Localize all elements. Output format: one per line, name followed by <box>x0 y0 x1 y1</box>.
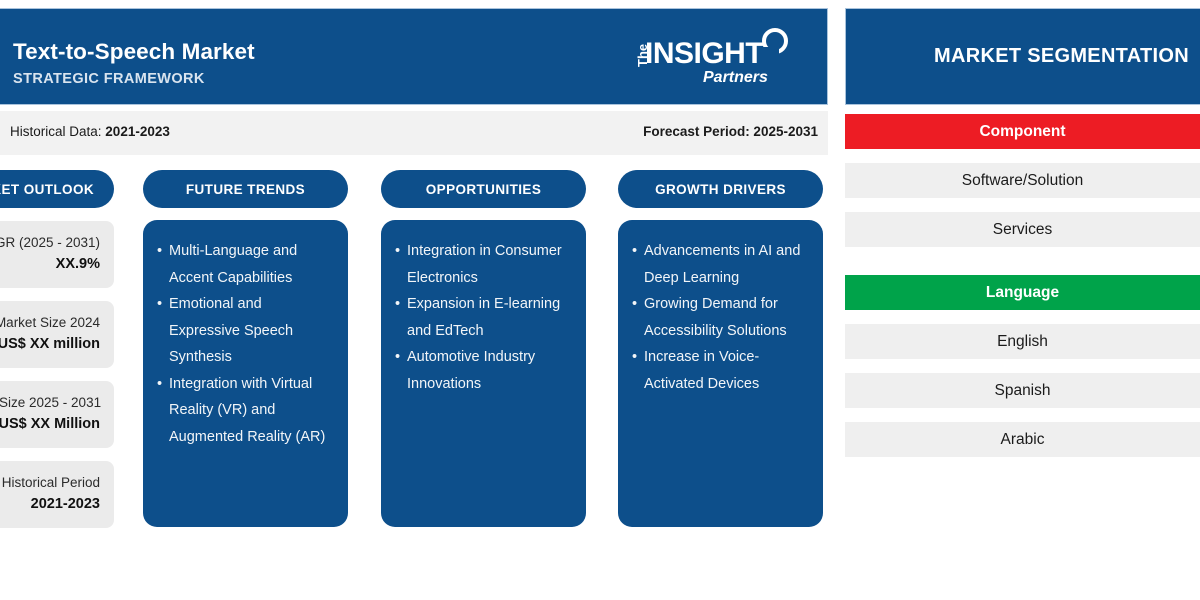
stat-value: US$ XX million <box>0 336 100 352</box>
stat-label: CAGR (2025 - 2031) <box>0 235 100 250</box>
historical-data-value: 2021-2023 <box>105 124 170 139</box>
stat-card-cagr: CAGR (2025 - 2031) XX.9% <box>0 221 114 288</box>
growth-drivers-column: GROWTH DRIVERS Advancements in AI and De… <box>618 170 823 527</box>
stat-value: US$ XX Million <box>0 416 100 432</box>
list-item: Advancements in AI and Deep Learning <box>632 238 807 291</box>
stat-card-historical-period: Historical Period 2021-2023 <box>0 461 114 528</box>
list-item: Multi-Language and Accent Capabilities <box>157 238 332 291</box>
segmentation-group-language: Language English Spanish Arabic <box>845 275 1200 457</box>
stat-label: Market Size 2025 - 2031 <box>0 395 102 410</box>
segment-title-language: Language <box>845 275 1200 310</box>
svg-text:INSIGHT: INSIGHT <box>645 37 763 70</box>
stat-card-market-size-2024: Market Size 2024 US$ XX million <box>0 301 114 368</box>
opportunities-column: OPPORTUNITIES Integration in Consumer El… <box>381 170 586 527</box>
market-outlook-pill: MARKET OUTLOOK <box>0 170 114 208</box>
segment-item: Services <box>845 212 1200 247</box>
stat-label: Historical Period <box>1 475 100 490</box>
segment-item: Spanish <box>845 373 1200 408</box>
opportunities-list: Integration in Consumer Electronics Expa… <box>395 238 570 397</box>
list-item: Automotive Industry Innovations <box>395 344 570 397</box>
list-item: Growing Demand for Accessibility Solutio… <box>632 291 807 344</box>
market-segmentation-panel: MARKET SEGMENTATION Component Software/S… <box>845 0 1200 600</box>
future-trends-column: FUTURE TRENDS Multi-Language and Accent … <box>143 170 348 527</box>
list-item: Emotional and Expressive Speech Synthesi… <box>157 291 332 371</box>
svg-text:The: The <box>635 44 650 67</box>
stat-value: 2021-2023 <box>30 496 100 512</box>
header-banner: Text-to-Speech Market STRATEGIC FRAMEWOR… <box>0 8 828 105</box>
segmentation-header: MARKET SEGMENTATION <box>845 8 1200 105</box>
stat-card-market-size-forecast: Market Size 2025 - 2031 US$ XX Million <box>0 381 114 448</box>
future-trends-list: Multi-Language and Accent Capabilities E… <box>157 238 332 450</box>
segmentation-title: MARKET SEGMENTATION <box>934 45 1189 67</box>
growth-drivers-list: Advancements in AI and Deep Learning Gro… <box>632 238 807 397</box>
period-bar: Historical Data: 2021-2023 Forecast Peri… <box>0 111 828 155</box>
list-item: Expansion in E-learning and EdTech <box>395 291 570 344</box>
list-item: Increase in Voice-Activated Devices <box>632 344 807 397</box>
opportunities-pill: OPPORTUNITIES <box>381 170 586 208</box>
growth-drivers-card: Advancements in AI and Deep Learning Gro… <box>618 220 823 527</box>
historical-data-label: Historical Data: <box>10 124 102 139</box>
growth-drivers-pill: GROWTH DRIVERS <box>618 170 823 208</box>
page-subtitle: STRATEGIC FRAMEWORK <box>13 71 205 87</box>
list-item: Integration in Consumer Electronics <box>395 238 570 291</box>
future-trends-pill: FUTURE TRENDS <box>143 170 348 208</box>
opportunities-card: Integration in Consumer Electronics Expa… <box>381 220 586 527</box>
segment-title-component: Component <box>845 114 1200 149</box>
stat-value: XX.9% <box>55 256 100 272</box>
segment-item: English <box>845 324 1200 359</box>
historical-data-text: Historical Data: 2021-2023 <box>10 124 170 139</box>
stat-label: Market Size 2024 <box>0 315 100 330</box>
segment-item: Software/Solution <box>845 163 1200 198</box>
segmentation-group-component: Component Software/Solution Services <box>845 114 1200 247</box>
market-outlook-column: MARKET OUTLOOK CAGR (2025 - 2031) XX.9% … <box>0 170 114 528</box>
strategic-framework-panel: Text-to-Speech Market STRATEGIC FRAMEWOR… <box>0 0 828 600</box>
future-trends-card: Multi-Language and Accent Capabilities E… <box>143 220 348 527</box>
forecast-period-text: Forecast Period: 2025-2031 <box>643 124 818 139</box>
page-title: Text-to-Speech Market <box>13 39 255 64</box>
svg-text:Partners: Partners <box>703 69 768 86</box>
list-item: Integration with Virtual Reality (VR) an… <box>157 371 332 451</box>
insight-partners-logo-icon: The INSIGHT Partners <box>635 28 788 86</box>
segment-item: Arabic <box>845 422 1200 457</box>
